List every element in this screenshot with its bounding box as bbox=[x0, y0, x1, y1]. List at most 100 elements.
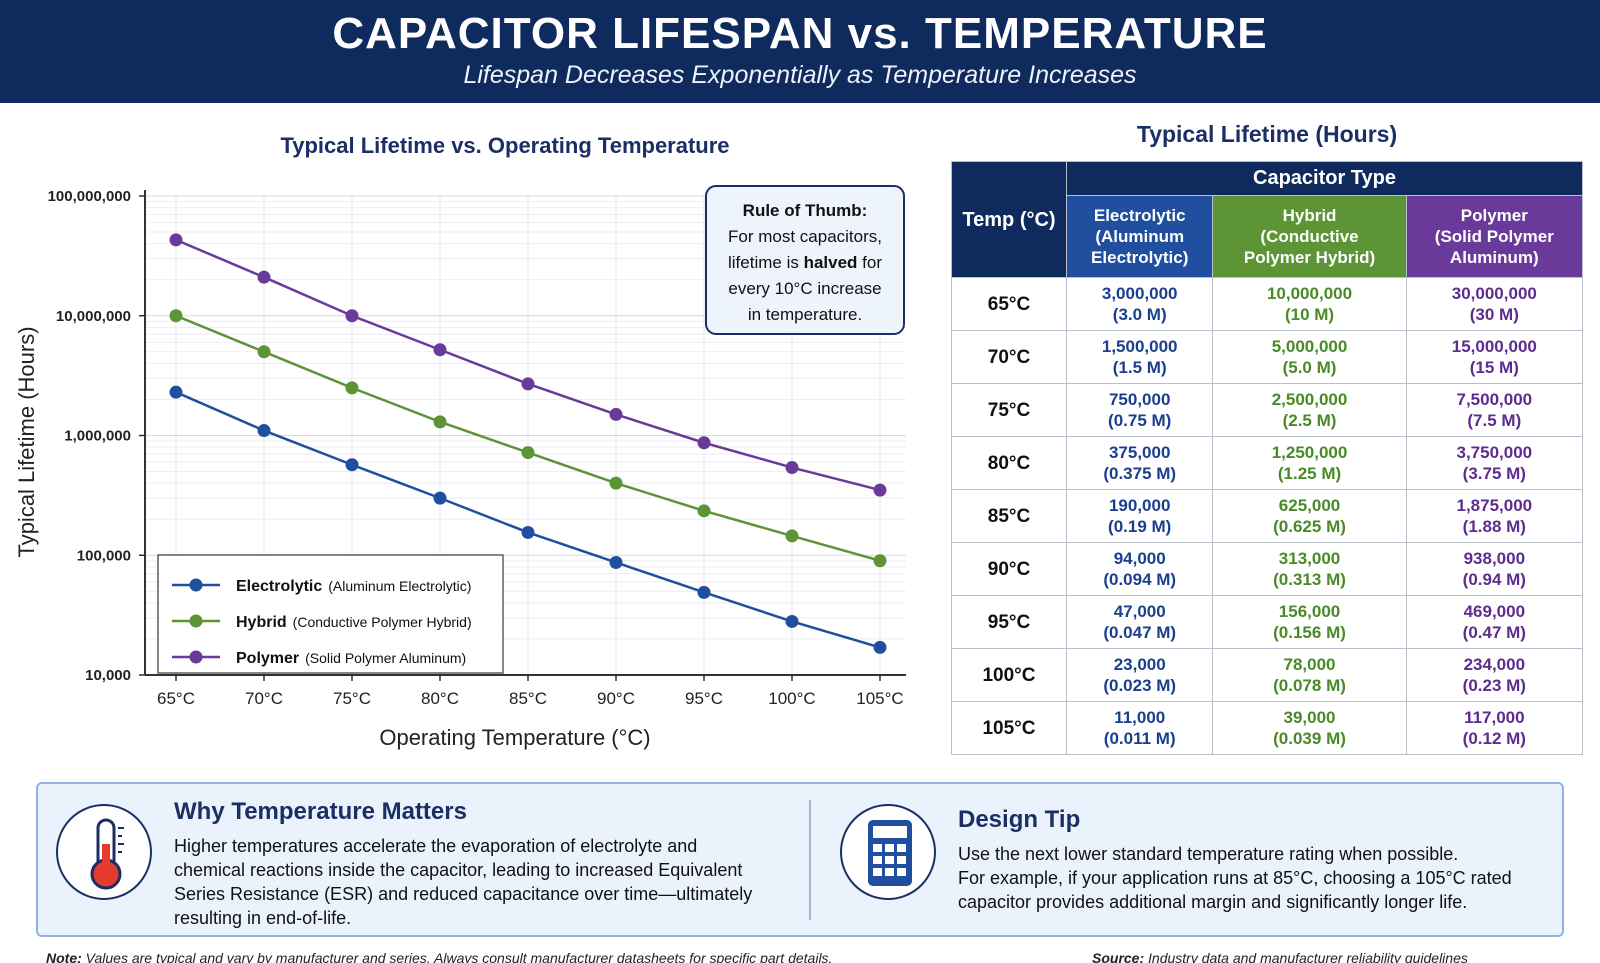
cell-value: 1,875,000 bbox=[1456, 496, 1533, 515]
cell-value: (0.011 M) bbox=[1103, 729, 1176, 748]
y-tick-label: 1,000,000 bbox=[64, 428, 131, 445]
polymer-cell: 938,000 (0.94 M) bbox=[1405, 542, 1584, 596]
temp-cell: 80°C bbox=[951, 436, 1067, 490]
header-line: Electrolytic) bbox=[1091, 248, 1189, 267]
cell-value: 11,000 bbox=[1114, 708, 1166, 727]
temp-header-text: Temp (°C) bbox=[962, 208, 1056, 231]
rule-line-part: halved bbox=[804, 253, 858, 272]
y-tick-label: 10,000 bbox=[85, 667, 131, 684]
header-line: (Aluminum bbox=[1095, 227, 1185, 246]
cell-value: 15,000,000 bbox=[1451, 337, 1537, 356]
data-point-hybrid bbox=[169, 309, 183, 323]
legend-series-name: Polymer bbox=[236, 650, 299, 667]
data-point-polymer bbox=[345, 309, 359, 323]
cell-value: (0.313 M) bbox=[1273, 570, 1346, 589]
electrolytic-cell: 23,000 (0.023 M) bbox=[1065, 648, 1214, 702]
x-tick-label: 75°C bbox=[333, 689, 371, 708]
hybrid-cell: 313,000 (0.313 M) bbox=[1212, 542, 1407, 596]
tip-line: Use the next lower standard temperature … bbox=[958, 844, 1459, 864]
legend-swatch-marker bbox=[189, 650, 203, 664]
electrolytic-cell: 375,000 (0.375 M) bbox=[1065, 436, 1214, 490]
why-line: Higher temperatures accelerate the evapo… bbox=[174, 836, 698, 856]
cell-value: (0.47 M) bbox=[1462, 623, 1526, 642]
cell-value: 23,000 bbox=[1113, 655, 1166, 674]
temp-cell: 85°C bbox=[951, 489, 1067, 543]
y-tick-label: 100,000 bbox=[77, 547, 131, 564]
cell-value: (0.023 M) bbox=[1103, 676, 1177, 695]
polymer-cell: 15,000,000 (15 M) bbox=[1405, 330, 1584, 384]
lifetime-chart: 10,000 100,000 1,000,000 10,000,000 100,000,… bbox=[14, 185, 906, 750]
rule-line: every 10°C increase bbox=[728, 279, 881, 298]
electrolytic-cell: 750,000 (0.75 M) bbox=[1065, 383, 1214, 437]
cell-value: 75°C bbox=[987, 399, 1031, 421]
data-point-polymer bbox=[873, 483, 887, 497]
page-title: CAPACITOR LIFESPAN vs. TEMPERATURE bbox=[332, 9, 1268, 58]
cell-value: 30,000,000 bbox=[1451, 284, 1537, 303]
legend-entry: Electrolytic (Aluminum Electrolytic) bbox=[236, 578, 471, 595]
rule-line-part: for bbox=[857, 253, 882, 272]
data-point-electrolytic bbox=[697, 585, 711, 599]
temp-cell: 65°C bbox=[951, 277, 1067, 331]
data-point-polymer bbox=[521, 377, 535, 391]
electrolytic-cell: 11,000 (0.011 M) bbox=[1065, 701, 1214, 755]
x-tick-label: 100°C bbox=[768, 689, 815, 708]
legend-entry: Polymer (Solid Polymer Aluminum) bbox=[236, 650, 466, 667]
x-tick-label: 65°C bbox=[157, 689, 195, 708]
polymer-cell: 234,000 (0.23 M) bbox=[1405, 648, 1584, 702]
source-text: Industry data and manufacturer reliabili… bbox=[1144, 950, 1468, 963]
legend-swatch-marker bbox=[189, 578, 203, 592]
cell-value: 1,500,000 bbox=[1101, 337, 1178, 356]
cell-value: 78,000 bbox=[1283, 655, 1336, 674]
table-row: 95°C 47,000 (0.047 M) 156,000 (0.156 M) 469,0… bbox=[951, 595, 1584, 649]
temp-cell: 75°C bbox=[951, 383, 1067, 437]
x-tick-label: 90°C bbox=[597, 689, 635, 708]
legend-series-detail: (Solid Polymer Aluminum) bbox=[305, 650, 466, 666]
polymer-column-header: Polymer (Solid Polymer Aluminum) bbox=[1405, 195, 1584, 278]
hybrid-cell: 156,000 (0.156 M) bbox=[1212, 595, 1407, 649]
cell-value: (1.25 M) bbox=[1277, 464, 1342, 483]
electrolytic-cell: 47,000 (0.047 M) bbox=[1065, 595, 1214, 649]
data-point-electrolytic bbox=[521, 525, 535, 539]
cell-value: 313,000 bbox=[1278, 549, 1341, 568]
hybrid-cell: 10,000,000 (10 M) bbox=[1212, 277, 1407, 331]
page-subtitle: Lifespan Decreases Exponentially as Temp… bbox=[463, 61, 1137, 89]
tip-title: Design Tip bbox=[958, 806, 1081, 833]
header-banner: CAPACITOR LIFESPAN vs. TEMPERATURE Lifes… bbox=[0, 0, 1600, 103]
temp-cell: 100°C bbox=[951, 648, 1067, 702]
cell-value: 47,000 bbox=[1113, 602, 1166, 621]
footnote: Note: Values are typical and vary by man… bbox=[46, 950, 832, 963]
data-point-polymer bbox=[169, 233, 183, 247]
polymer-cell: 469,000 (0.47 M) bbox=[1405, 595, 1584, 649]
why-text: Higher temperatures accelerate the evapo… bbox=[174, 834, 752, 930]
source-note: Source: Industry data and manufacturer r… bbox=[1092, 950, 1468, 963]
electrolytic-cell: 94,000 (0.094 M) bbox=[1065, 542, 1214, 596]
cell-value: (30 M) bbox=[1469, 305, 1519, 324]
why-line: Series Resistance (ESR) and reduced capa… bbox=[174, 884, 753, 904]
temp-cell: 90°C bbox=[951, 542, 1067, 596]
cell-value: 3,750,000 bbox=[1456, 443, 1533, 462]
electrolytic-cell: 1,500,000 (1.5 M) bbox=[1065, 330, 1214, 384]
cell-value: (0.375 M) bbox=[1103, 464, 1177, 483]
panel-divider bbox=[809, 800, 811, 920]
why-title: Why Temperature Matters bbox=[174, 798, 467, 825]
cell-value: (2.5 M) bbox=[1282, 411, 1337, 430]
hybrid-cell: 5,000,000 (5.0 M) bbox=[1212, 330, 1407, 384]
legend-entry: Hybrid (Conductive Polymer Hybrid) bbox=[236, 614, 472, 631]
data-point-hybrid bbox=[873, 554, 887, 568]
cell-value: 100°C bbox=[982, 664, 1036, 686]
tip-line: capacitor provides additional margin and… bbox=[958, 892, 1468, 912]
data-point-polymer bbox=[785, 461, 799, 475]
cell-value: 625,000 bbox=[1278, 496, 1341, 515]
cell-value: (3.75 M) bbox=[1462, 464, 1526, 483]
temp-cell: 95°C bbox=[951, 595, 1067, 649]
y-tick-label: 10,000,000 bbox=[56, 308, 131, 325]
legend-series-name: Electrolytic bbox=[236, 578, 322, 595]
capacitor-type-header: Capacitor Type bbox=[1066, 161, 1583, 196]
table-row: 105°C 11,000 (0.011 M) 39,000 (0.039 M) 117,0… bbox=[951, 701, 1584, 755]
cell-value: 95°C bbox=[987, 611, 1031, 633]
hybrid-cell: 78,000 (0.078 M) bbox=[1212, 648, 1407, 702]
chart-title: Typical Lifetime vs. Operating Temperatu… bbox=[280, 133, 730, 158]
cell-value: (0.078 M) bbox=[1273, 676, 1346, 695]
data-point-polymer bbox=[609, 407, 623, 421]
cell-value: 80°C bbox=[987, 452, 1031, 474]
